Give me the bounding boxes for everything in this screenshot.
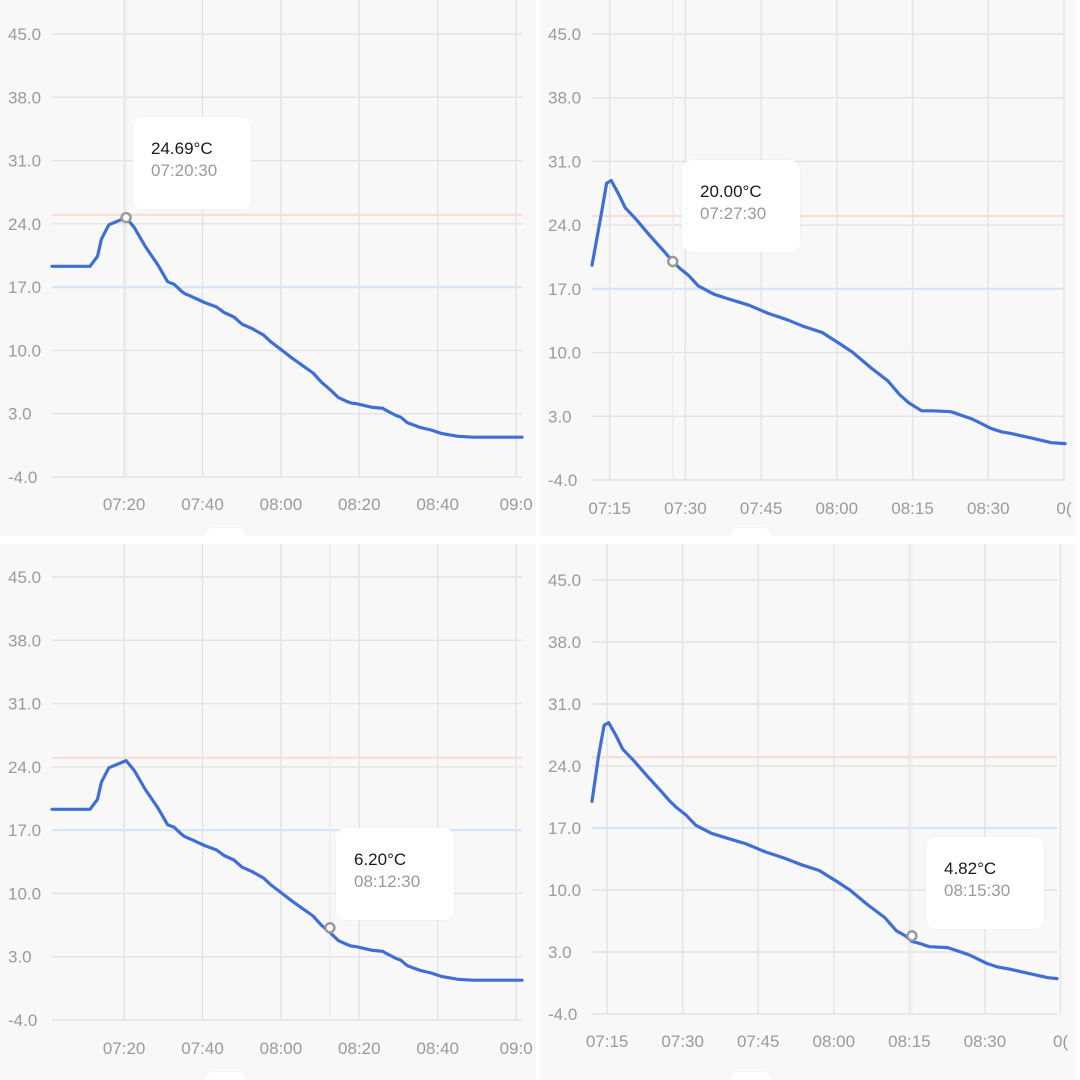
y-tick-label: 31.0 (548, 152, 581, 171)
x-tick-label: 07:20 (103, 495, 146, 514)
selected-point-marker[interactable] (324, 922, 336, 934)
x-tick-label: 08:15 (891, 499, 934, 518)
y-tick-label: 45.0 (8, 568, 41, 587)
y-tick-label: 24.0 (548, 216, 581, 235)
x-tick-label: 07:30 (661, 1032, 704, 1051)
x-tick-label: 09:0 (500, 495, 533, 514)
scroll-handle[interactable] (731, 528, 771, 536)
chart-panel-2[interactable]: 45.0 38.0 31.0 24.0 17.0 10.0 3.0 -4.0 07:15 07:3… (540, 0, 1076, 536)
temperature-chart-1[interactable]: 45.0 38.0 31.0 24.0 17.0 10.0 3.0 -4.0 07:20 07:4… (0, 0, 536, 536)
y-tick-label: 10.0 (8, 884, 41, 903)
y-tick-label: 3.0 (548, 943, 572, 962)
temperature-chart-2[interactable]: 45.0 38.0 31.0 24.0 17.0 10.0 3.0 -4.0 07:15 07:3… (540, 0, 1076, 536)
y-tick-label: 38.0 (548, 633, 581, 652)
y-tick-label: -4.0 (8, 468, 37, 487)
tooltip-time: 07:20:30 (151, 161, 218, 180)
x-tick-label: 08:00 (260, 495, 303, 514)
y-tick-label: 17.0 (548, 280, 581, 299)
x-tick-label: 07:30 (664, 499, 707, 518)
temperature-series-line (590, 178, 1067, 446)
y-tick-label: 24.0 (8, 215, 41, 234)
x-tick-label: 08:00 (816, 499, 859, 518)
tooltip-2: 20.00°C 07:27:30 (682, 160, 800, 252)
tooltip-time: 08:12:30 (354, 872, 421, 891)
y-tick-label: 3.0 (548, 407, 572, 426)
scroll-handle[interactable] (731, 1072, 771, 1080)
selected-point-marker[interactable] (906, 930, 918, 942)
x-tick-label: 08:40 (416, 495, 459, 514)
chart-panel-1[interactable]: 45.0 38.0 31.0 24.0 17.0 10.0 3.0 -4.0 07:20 07:4… (0, 0, 536, 536)
selected-point-marker[interactable] (667, 255, 679, 268)
y-tick-label: 17.0 (548, 819, 581, 838)
x-tick-label: 08:00 (260, 1039, 303, 1058)
x-tick-label: 07:20 (103, 1039, 146, 1058)
x-tick-label: 08:20 (338, 1039, 381, 1058)
x-tick-label: 08:20 (338, 495, 381, 514)
tooltip-value: 6.20°C (354, 850, 407, 869)
y-tick-label: 38.0 (8, 88, 41, 107)
x-tick-label: 0( (1056, 499, 1071, 518)
y-tick-label: 24.0 (548, 757, 581, 776)
y-tick-label: 24.0 (8, 758, 41, 777)
tooltip-4: 4.82°C 08:15:30 (926, 837, 1044, 929)
y-tick-label: 17.0 (8, 821, 41, 840)
y-tick-label: -4.0 (8, 1011, 37, 1030)
temperature-chart-4[interactable]: 45.0 38.0 31.0 24.0 17.0 10.0 3.0 -4.0 07:15 07:3… (540, 544, 1076, 1080)
y-tick-label: 3.0 (8, 948, 32, 967)
tooltip-value: 24.69°C (151, 139, 213, 158)
y-tick-label: 31.0 (8, 152, 41, 171)
y-tick-label: 38.0 (8, 631, 41, 650)
tooltip-value: 4.82°C (944, 859, 997, 878)
temperature-series-line (50, 216, 524, 439)
tooltip-1: 24.69°C 07:20:30 (133, 117, 251, 209)
y-tick-label: 45.0 (548, 571, 581, 590)
tooltip-time: 08:15:30 (944, 881, 1011, 900)
temperature-series-line (50, 759, 524, 982)
scroll-handle[interactable] (205, 528, 245, 536)
chart-panel-3[interactable]: 45.0 38.0 31.0 24.0 17.0 10.0 3.0 -4.0 07:20 07:4… (0, 544, 536, 1080)
temperature-chart-3[interactable]: 45.0 38.0 31.0 24.0 17.0 10.0 3.0 -4.0 07:20 07:4… (0, 544, 536, 1080)
x-tick-label: 08:40 (416, 1039, 459, 1058)
y-tick-label: 10.0 (548, 881, 581, 900)
selected-point-marker[interactable] (120, 211, 132, 224)
y-tick-label: 31.0 (8, 695, 41, 714)
x-tick-label: 09:0 (500, 1039, 533, 1058)
x-tick-label: 07:40 (181, 495, 224, 514)
y-tick-label: -4.0 (548, 1005, 577, 1024)
temperature-series-line (590, 721, 1059, 981)
y-tick-label: 45.0 (8, 25, 41, 44)
x-tick-label: 0( (1053, 1032, 1068, 1051)
y-tick-label: 10.0 (8, 341, 41, 360)
scroll-handle[interactable] (205, 1072, 245, 1080)
tooltip-value: 20.00°C (700, 182, 762, 201)
x-tick-label: 07:45 (740, 499, 783, 518)
tooltip-time: 07:27:30 (700, 204, 767, 223)
y-tick-label: 38.0 (548, 89, 581, 108)
x-tick-label: 07:40 (181, 1039, 224, 1058)
x-tick-label: 08:30 (964, 1032, 1007, 1051)
y-tick-label: 45.0 (548, 25, 581, 44)
x-tick-label: 07:15 (588, 499, 631, 518)
y-tick-label: -4.0 (548, 471, 577, 490)
x-tick-label: 07:45 (737, 1032, 780, 1051)
x-tick-label: 08:30 (967, 499, 1010, 518)
y-tick-label: 3.0 (8, 405, 32, 424)
chart-panel-4[interactable]: 45.0 38.0 31.0 24.0 17.0 10.0 3.0 -4.0 07:15 07:3… (540, 544, 1076, 1080)
x-tick-label: 08:15 (888, 1032, 931, 1051)
y-tick-label: 17.0 (8, 278, 41, 297)
y-tick-label: 10.0 (548, 344, 581, 363)
x-tick-label: 08:00 (813, 1032, 856, 1051)
y-tick-label: 31.0 (548, 695, 581, 714)
x-tick-label: 07:15 (586, 1032, 629, 1051)
tooltip-3: 6.20°C 08:12:30 (336, 828, 454, 920)
